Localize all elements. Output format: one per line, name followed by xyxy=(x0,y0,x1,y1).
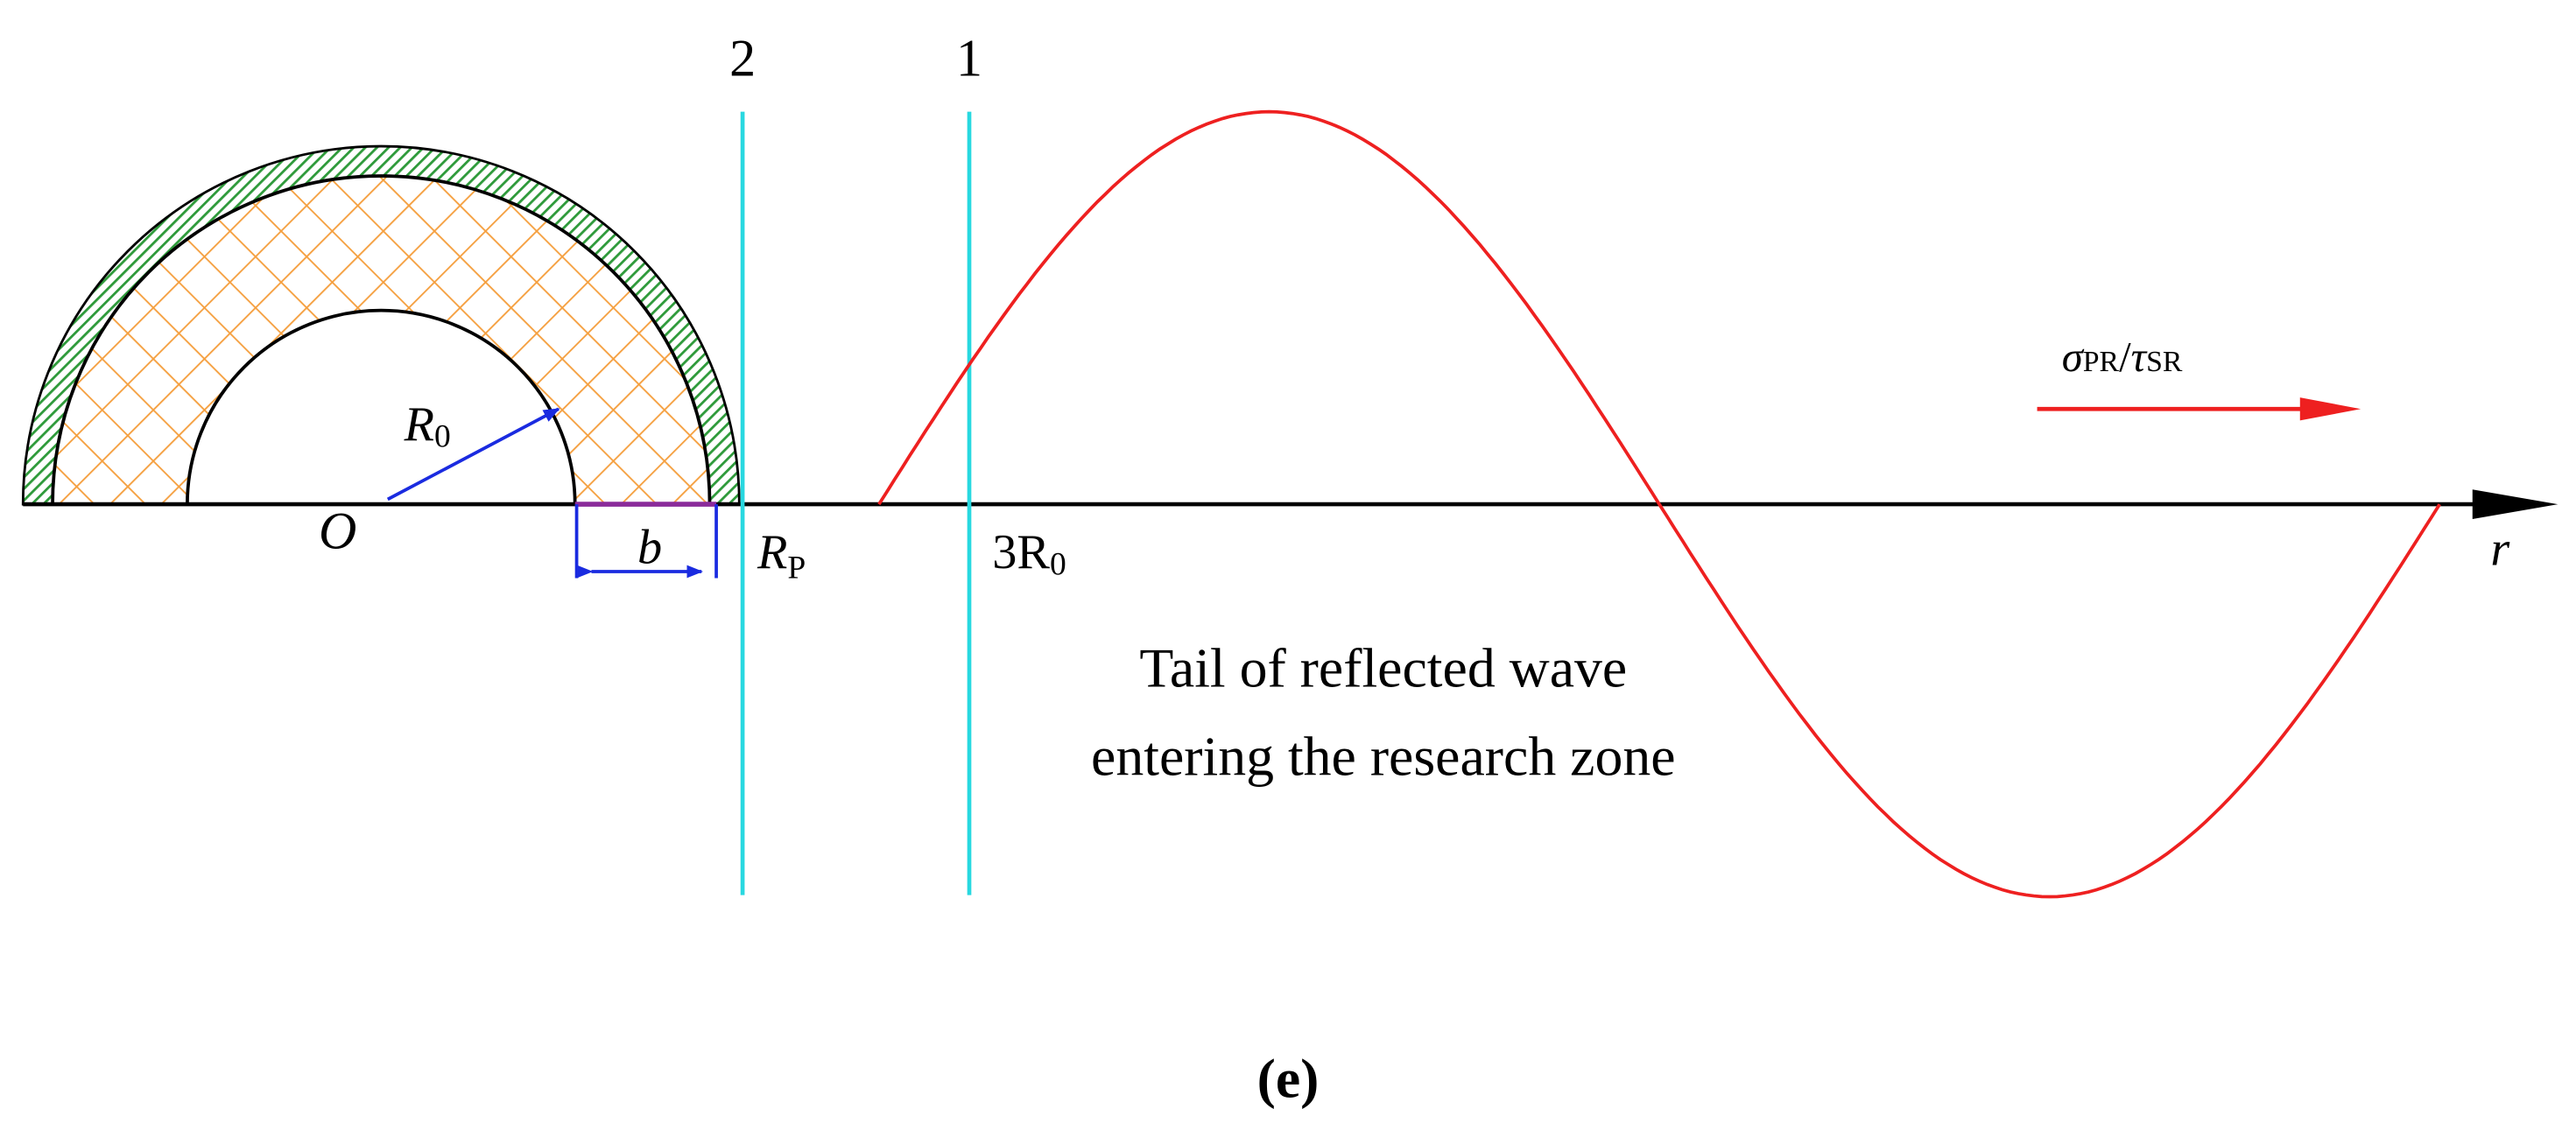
label: R xyxy=(404,397,434,452)
label: 3R0 xyxy=(992,525,1066,583)
label: b xyxy=(637,521,662,575)
label: R xyxy=(757,525,787,579)
label: PR xyxy=(2083,346,2120,378)
tunnel xyxy=(21,144,741,506)
label: 0 xyxy=(434,418,451,454)
label: O xyxy=(319,502,356,560)
label: SR xyxy=(2146,346,2183,378)
wave xyxy=(877,109,2441,899)
label: R0 xyxy=(404,397,451,455)
label: σ xyxy=(2062,333,2085,381)
label: σPR/τSR xyxy=(2062,333,2183,381)
plastic-zone xyxy=(51,173,712,506)
label: 1 xyxy=(956,28,982,87)
annotation: Tail of reflected wave xyxy=(1139,636,1627,698)
label: RP xyxy=(757,525,806,586)
radius-arrow xyxy=(386,407,560,502)
label: / xyxy=(2119,333,2131,381)
axis-arrow xyxy=(2472,489,2558,519)
label: 2 xyxy=(729,28,756,87)
label: r xyxy=(2490,523,2510,577)
label: 0 xyxy=(1050,547,1066,583)
label: τ xyxy=(2131,333,2148,381)
label: P xyxy=(787,551,806,586)
annotation: entering the research zone xyxy=(1091,726,1676,788)
label: 3R xyxy=(992,525,1050,579)
wave-arrow-head xyxy=(2299,397,2361,421)
caption: (e) xyxy=(1257,1047,1320,1109)
b-dimension xyxy=(574,504,718,579)
